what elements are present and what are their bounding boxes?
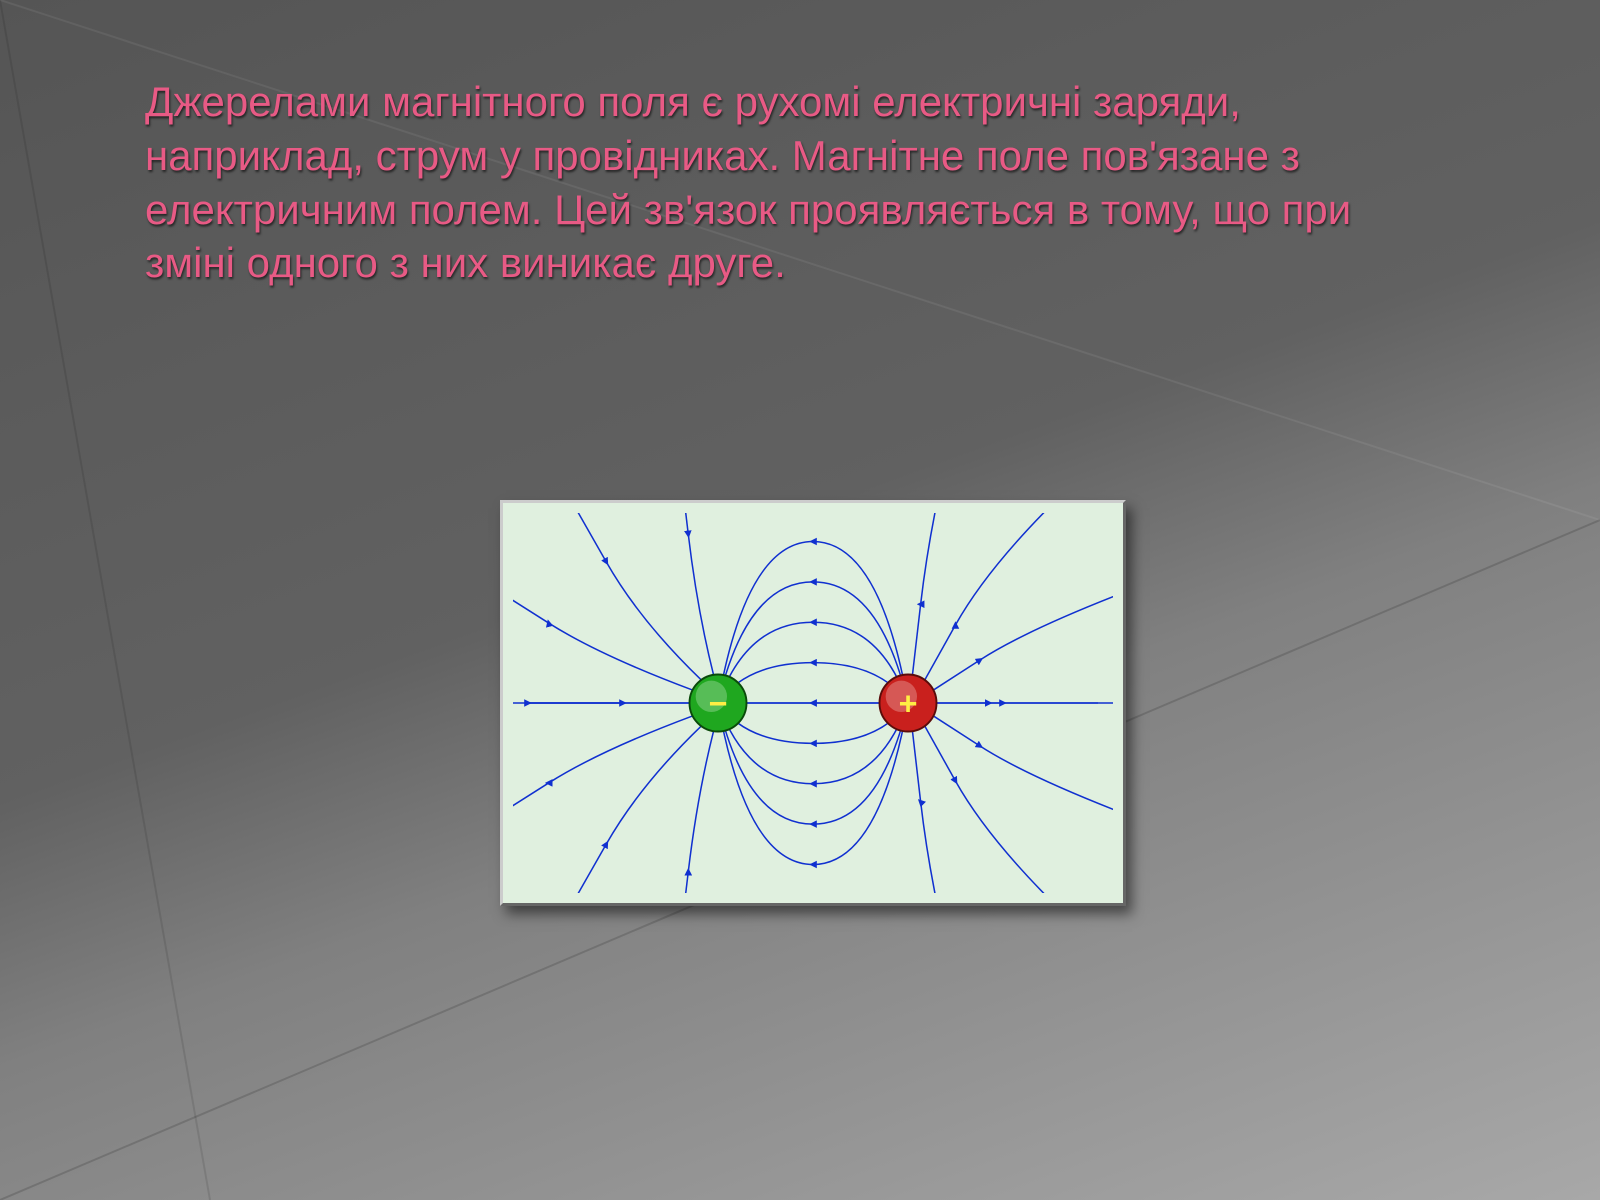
field-diagram: −+ xyxy=(513,513,1113,893)
body-text: Джерелами магнітного поля є рухомі елект… xyxy=(145,75,1425,290)
field-diagram-frame: −+ xyxy=(500,500,1126,906)
slide-root: Джерелами магнітного поля є рухомі елект… xyxy=(0,0,1600,1200)
dipole-field-svg: −+ xyxy=(513,513,1113,893)
svg-text:−: − xyxy=(709,685,728,721)
svg-text:+: + xyxy=(899,685,918,721)
